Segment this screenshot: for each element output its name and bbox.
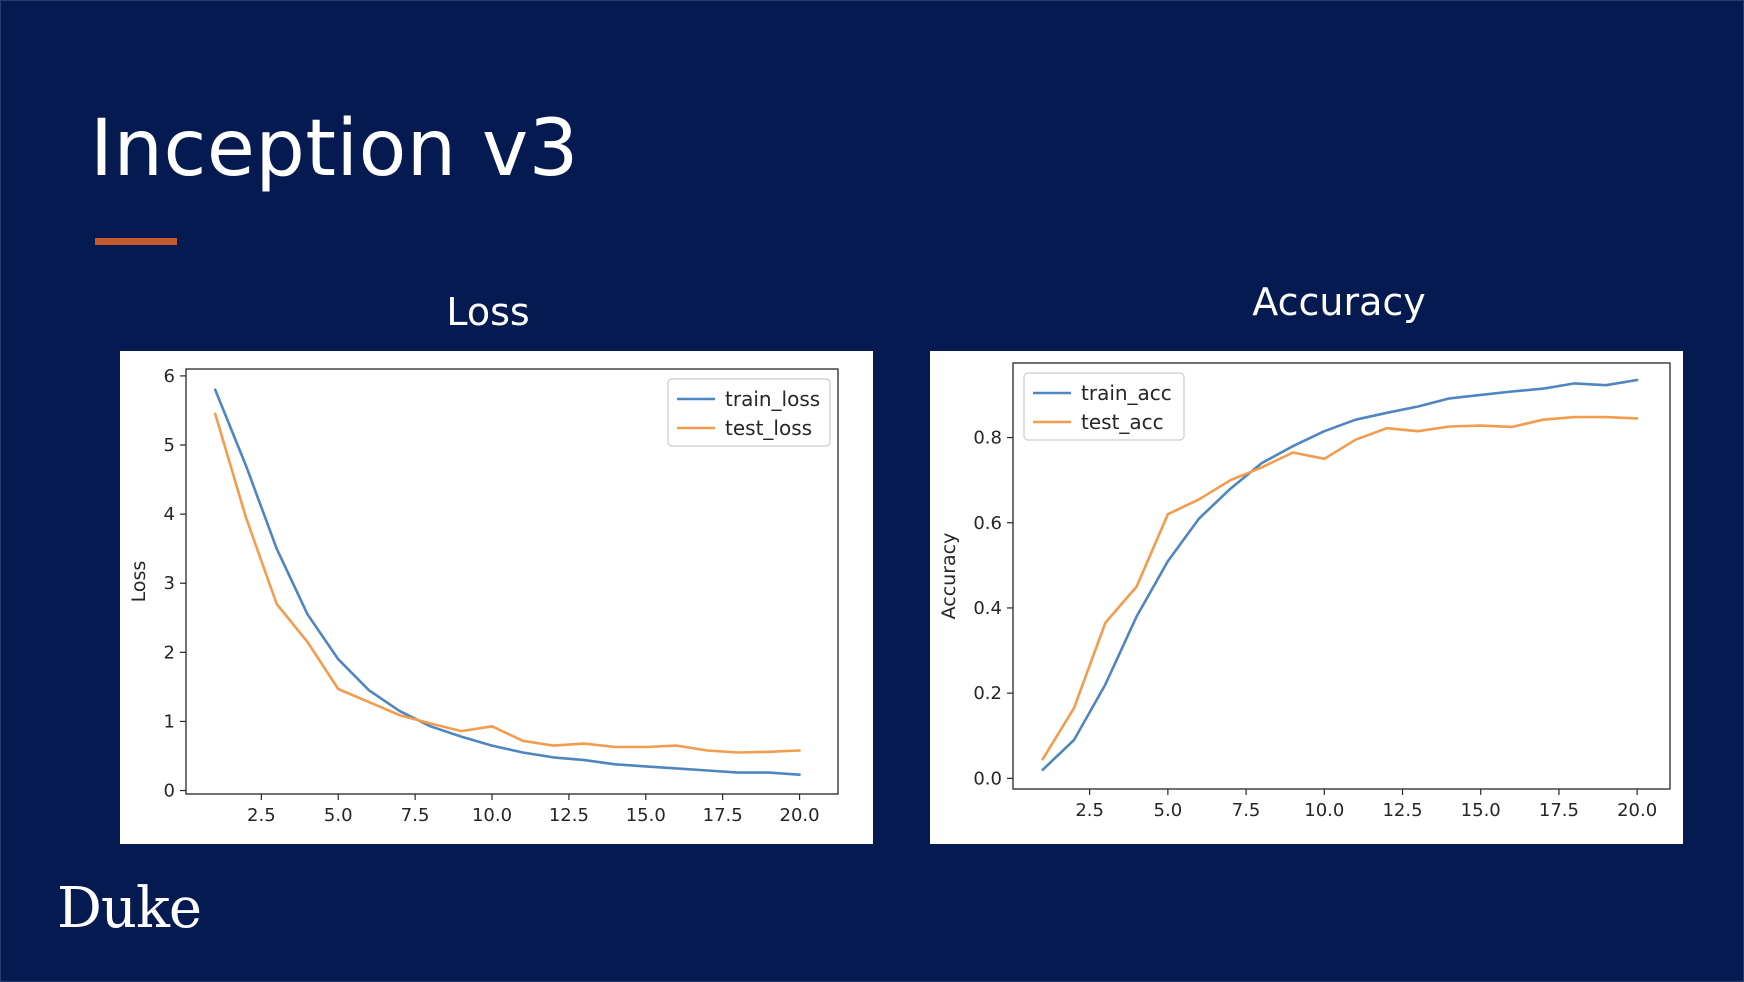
x-tick-label: 15.0 <box>626 805 666 826</box>
y-tick-label: 6 <box>164 366 175 387</box>
accuracy-chart-heading: Accuracy <box>1252 280 1426 324</box>
x-tick-label: 12.5 <box>549 805 589 826</box>
loss-chart: 2.5 5.0 7.5 10.0 12.5 15.0 17.5 20.0 0 1 2 3 4 5 6 Loss… <box>128 366 839 826</box>
y-axis-label: Loss <box>128 561 150 603</box>
x-tick-label: 20.0 <box>1617 800 1657 821</box>
x-tick-label: 2.5 <box>247 805 276 826</box>
x-tick-label: 12.5 <box>1382 800 1422 821</box>
x-tick-label: 15.0 <box>1461 800 1501 821</box>
series-line-train_loss <box>213 388 801 777</box>
legend-label-test_acc: test_acc <box>1081 410 1164 434</box>
legend-label-train_acc: train_acc <box>1081 381 1172 405</box>
y-tick-label: 0.0 <box>973 768 1002 789</box>
x-tick-label: 17.5 <box>703 805 743 826</box>
y-tick-label: 4 <box>164 504 175 525</box>
series-line-test_acc <box>1041 415 1639 761</box>
y-tick-label: 0.4 <box>973 598 1002 619</box>
x-tick-label: 5.0 <box>1154 800 1183 821</box>
y-tick-label: 0.6 <box>973 513 1002 534</box>
slide-title: Inception v3 <box>90 104 579 194</box>
y-axis-label: Accuracy <box>938 533 960 620</box>
y-tick-label: 3 <box>164 573 175 594</box>
title-accent-bar <box>95 238 177 245</box>
series-line-train_acc <box>1041 378 1639 772</box>
x-tick-label: 5.0 <box>324 805 353 826</box>
x-tick-label: 10.0 <box>472 805 512 826</box>
x-tick-label: 7.5 <box>401 805 430 826</box>
x-tick-label: 17.5 <box>1539 800 1579 821</box>
accuracy-chart: 2.5 5.0 7.5 10.0 12.5 15.0 17.5 20.0 0.0 0.2 0.4 0.… <box>938 362 1671 821</box>
y-tick-label: 2 <box>164 642 175 663</box>
x-tick-label: 20.0 <box>780 805 820 826</box>
y-tick-label: 0 <box>164 781 175 802</box>
y-tick-label: 0.8 <box>973 428 1002 449</box>
plot-frame <box>1012 362 1671 790</box>
y-tick-label: 1 <box>164 711 175 732</box>
legend-label-test_loss: test_loss <box>725 416 812 440</box>
series-line-test_loss <box>213 412 801 754</box>
loss-chart-panel: 2.5 5.0 7.5 10.0 12.5 15.0 17.5 20.0 0 1 2 3 4 5 6 Loss… <box>120 351 873 844</box>
y-tick-label: 0.2 <box>973 683 1002 704</box>
x-tick-label: 2.5 <box>1075 800 1104 821</box>
x-tick-label: 10.0 <box>1304 800 1344 821</box>
plot-frame <box>185 368 839 795</box>
loss-chart-heading: Loss <box>446 290 530 334</box>
y-tick-label: 5 <box>164 435 175 456</box>
x-tick-label: 7.5 <box>1232 800 1261 821</box>
accuracy-chart-panel: 2.5 5.0 7.5 10.0 12.5 15.0 17.5 20.0 0.0 0.2 0.4 0.… <box>930 351 1683 844</box>
duke-logo: Duke <box>57 876 202 941</box>
legend-label-train_loss: train_loss <box>725 387 820 411</box>
